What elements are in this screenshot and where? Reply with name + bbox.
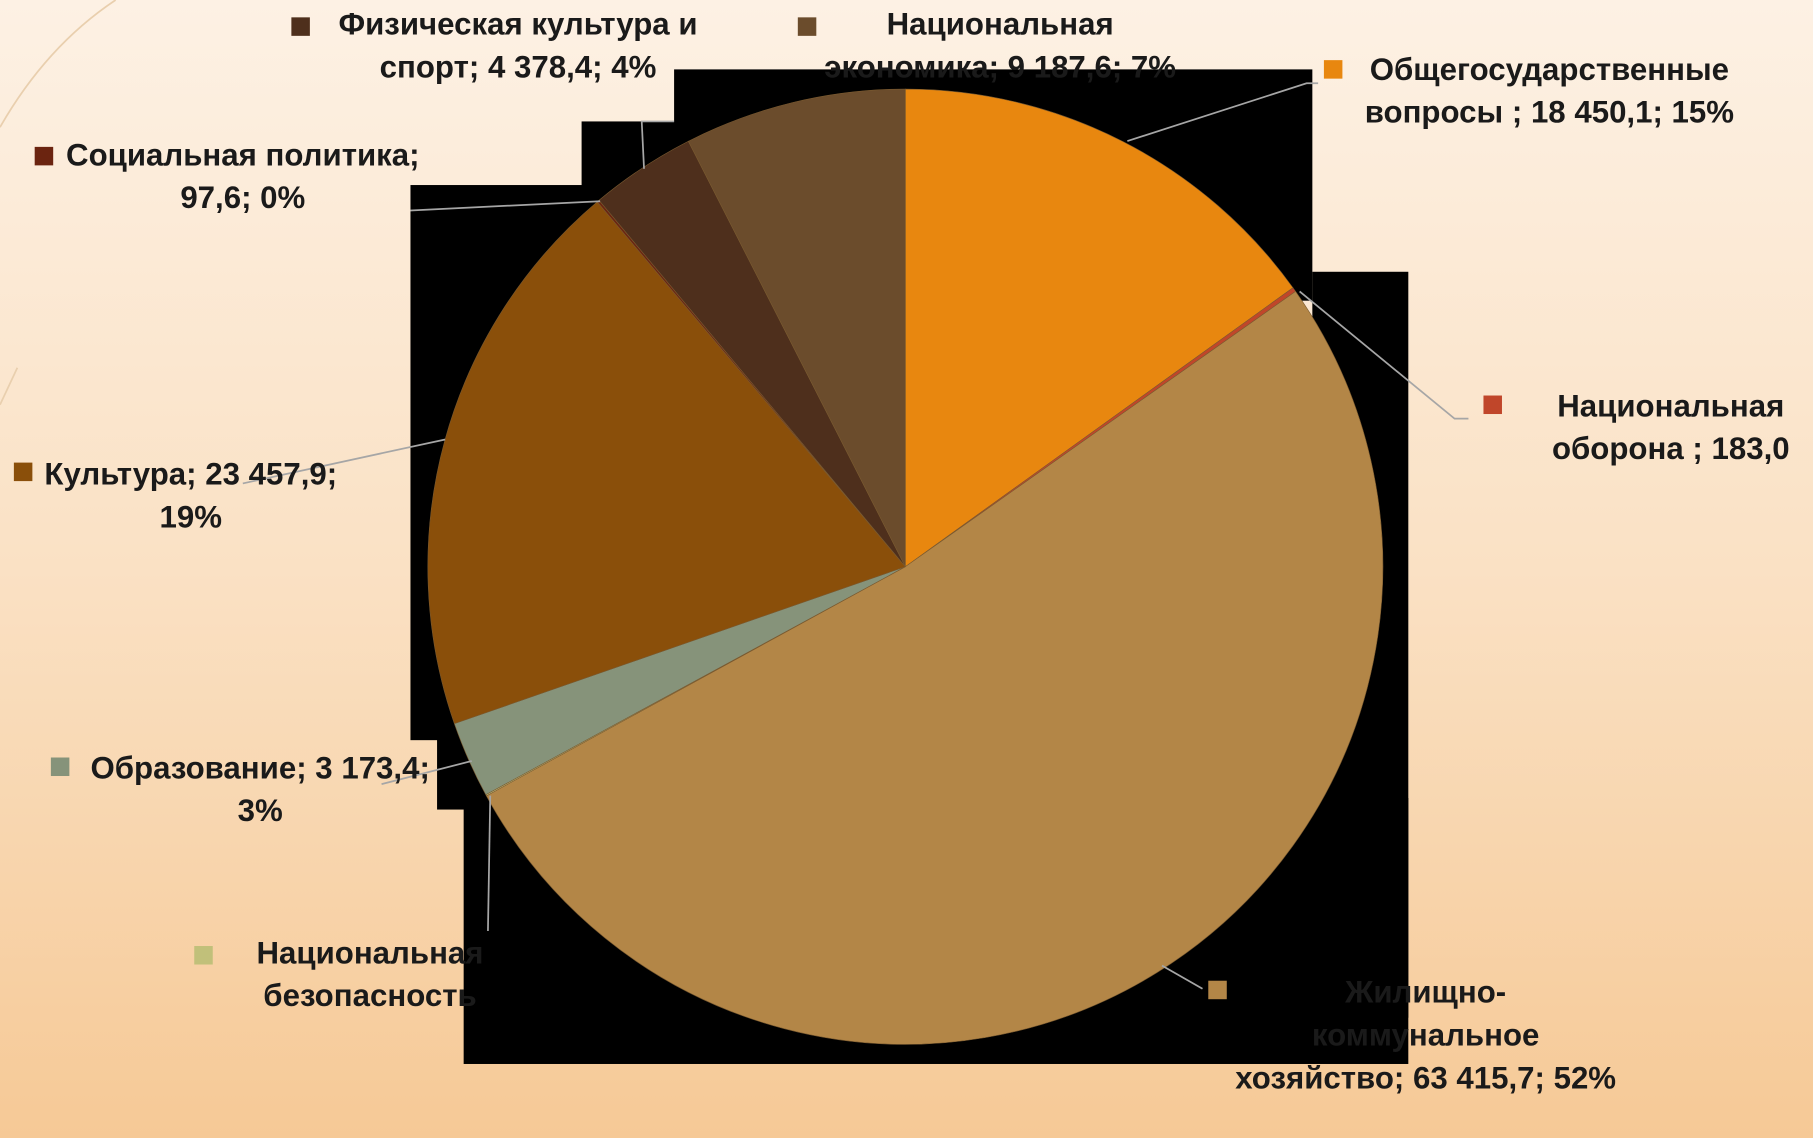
label-value: 4 378,4; 4% (487, 49, 657, 85)
data-label: Социальная политика; 97,6; 0% (58, 134, 428, 220)
data-label: Общегосударственные вопросы ; 18 450,1; … (1347, 49, 1752, 135)
pie (427, 88, 1384, 1045)
label-name: Национальная оборона ; (1551, 388, 1785, 467)
pie-slice (905, 88, 1294, 568)
legend-marker (1323, 60, 1343, 79)
decor-line (0, 0, 117, 128)
leader-line (381, 760, 472, 785)
label-name: Общегосударственные вопросы ; (1364, 52, 1729, 130)
data-label: Национальная оборона ; 183,0 (1503, 385, 1813, 471)
data-label: Жилищно-коммунальное хозяйство; 63 415,7… (1235, 971, 1617, 1099)
leader-line (640, 120, 675, 169)
legend-marker (50, 757, 70, 777)
legend-marker (34, 146, 54, 166)
decor-line (0, 367, 19, 406)
label-name: Жилищно-коммунальное хозяйство; (1235, 974, 1540, 1096)
label-value: 23 457,9; 19% (159, 456, 338, 535)
leader-line (242, 438, 446, 485)
leader-line (410, 200, 601, 212)
data-label: Национальная безопасность (220, 932, 521, 1018)
label-value: 97,6; 0% (180, 180, 306, 216)
legend-marker (13, 462, 33, 482)
label-name: Социальная политика; (66, 137, 420, 173)
label-name: Образование; (90, 750, 307, 786)
label-name: Национальная экономика; (824, 6, 1114, 85)
leader-line (1299, 290, 1469, 420)
legend-marker (1208, 980, 1227, 1000)
leader-line (1127, 82, 1319, 142)
label-name: Культура; (44, 456, 197, 492)
legend-marker (1483, 395, 1502, 415)
leader-lines (242, 82, 1469, 990)
data-label: Образование; 3 173,4; 3% (81, 747, 439, 833)
legend-marker (194, 946, 213, 965)
label-name: Национальная безопасность (256, 935, 484, 1014)
label-value: 9 187,6; 7% (1007, 49, 1177, 85)
data-label: Культура; 23 457,9; 19% (35, 453, 347, 539)
pie-slice (485, 290, 1384, 1045)
data-label: Национальная экономика; 9 187,6; 7% (815, 3, 1185, 89)
leader-line (1161, 964, 1203, 990)
legend-marker (291, 17, 310, 36)
leader-line (487, 795, 492, 931)
legend-marker (797, 17, 817, 36)
pie-slice (687, 88, 906, 567)
pie-slice (427, 201, 906, 725)
label-value: 183,0 (1711, 431, 1790, 467)
label-value: 18 450,1; 15% (1530, 94, 1735, 130)
decor (0, 0, 117, 406)
label-value: 63 415,7; 52% (1412, 1060, 1617, 1096)
data-label: Физическая культура и спорт; 4 378,4; 4% (310, 3, 726, 89)
label-name: Физическая культура и спорт; (338, 6, 698, 85)
label-value: 3 173,4; 3% (237, 750, 430, 829)
